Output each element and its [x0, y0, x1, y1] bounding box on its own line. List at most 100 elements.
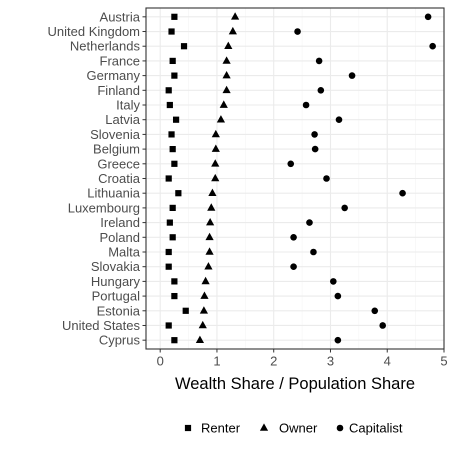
legend-owner-label: Owner — [279, 421, 318, 436]
capitalist-point — [371, 307, 379, 315]
owner-point — [211, 144, 220, 152]
y-tick-label: Cyprus — [99, 333, 141, 348]
capitalist-point — [323, 175, 330, 182]
renter-point — [168, 131, 175, 138]
renter-point — [165, 175, 172, 182]
x-tick-label: 3 — [327, 354, 334, 369]
y-tick-label: Estonia — [97, 303, 141, 318]
x-axis-title: Wealth Share / Population Share — [175, 375, 415, 393]
owner-point — [224, 41, 233, 50]
y-tick-label: Germany — [87, 68, 141, 83]
owner-point — [205, 247, 214, 255]
owner-point — [222, 56, 231, 64]
renter-point — [169, 57, 176, 65]
capitalist-point — [334, 292, 342, 300]
y-tick-label: Belgium — [93, 142, 140, 157]
y-tick-label: Malta — [108, 244, 141, 259]
y-tick-label: Hungary — [91, 274, 141, 289]
legend-renter-label: Renter — [201, 421, 241, 436]
y-tick-label: Ireland — [100, 215, 140, 230]
renter-point — [171, 72, 178, 79]
owner-point — [195, 335, 205, 343]
y-tick-label: Netherlands — [70, 39, 141, 54]
capitalist-point — [315, 57, 323, 65]
capitalist-point — [311, 145, 319, 153]
capitalist-point — [302, 101, 310, 109]
renter-point — [171, 337, 178, 344]
x-tick-label: 4 — [384, 354, 391, 369]
y-tick-label: United Kingdom — [48, 24, 141, 39]
owner-point — [219, 100, 228, 108]
renter-point — [165, 263, 172, 270]
capitalist-point — [429, 42, 436, 50]
y-tick-label: Greece — [97, 156, 140, 171]
y-tick-label: Luxembourg — [68, 200, 140, 215]
owner-point — [199, 306, 208, 314]
capitalist-point — [306, 219, 313, 226]
legend-capitalist-key — [336, 424, 344, 432]
renter-point — [169, 204, 176, 211]
renter-point — [169, 146, 176, 153]
y-tick-label: France — [100, 53, 140, 68]
owner-point — [228, 26, 237, 35]
capitalist-point — [290, 233, 297, 241]
capitalist-point — [335, 116, 343, 124]
capitalist-point — [334, 336, 342, 344]
y-tick-label: Poland — [100, 230, 140, 245]
y-tick-label: Slovenia — [90, 127, 141, 142]
x-tick-label: 1 — [213, 354, 220, 369]
renter-point — [172, 116, 180, 123]
owner-point — [208, 188, 217, 197]
owner-point — [207, 203, 216, 211]
owner-point — [211, 159, 220, 167]
renter-point — [166, 101, 173, 109]
capitalist-point — [399, 189, 406, 197]
renter-point — [168, 28, 175, 35]
y-tick-label: Portugal — [92, 289, 141, 304]
y-tick-label: Finland — [97, 83, 140, 98]
y-tick-label: Lithuania — [87, 186, 141, 201]
legend-owner-key — [259, 423, 269, 431]
owner-point — [222, 71, 231, 79]
capitalist-point — [348, 72, 356, 79]
capitalist-point — [294, 28, 301, 35]
owner-point — [211, 173, 220, 182]
owner-point — [201, 276, 210, 285]
capitalist-point — [330, 278, 337, 285]
x-tick-label: 0 — [157, 354, 164, 369]
renter-point — [171, 278, 178, 285]
capitalist-point — [379, 322, 386, 329]
y-tick-label: Croatia — [98, 171, 141, 186]
renter-point — [171, 160, 178, 167]
renter-point — [165, 322, 172, 329]
capitalist-point — [287, 160, 295, 168]
y-tick-label: Italy — [116, 98, 140, 113]
legend-renter-key — [184, 424, 192, 432]
y-tick-label: Slovakia — [91, 259, 141, 274]
capitalist-point — [310, 248, 317, 256]
owner-point — [205, 232, 214, 241]
owner-point — [222, 85, 231, 94]
capitalist-point — [341, 204, 348, 212]
owner-point — [211, 129, 220, 138]
capitalist-point — [290, 263, 297, 270]
owner-point — [198, 320, 207, 329]
x-tick-label: 2 — [270, 354, 277, 369]
owner-point — [206, 218, 215, 226]
owner-point — [200, 291, 209, 299]
y-tick-label: Austria — [100, 9, 141, 24]
renter-point — [165, 248, 172, 256]
owner-point — [216, 115, 226, 123]
renter-point — [175, 190, 182, 197]
renter-point — [171, 292, 178, 300]
y-tick-label: Latvia — [105, 112, 140, 127]
legend-capitalist-label: Capitalist — [349, 421, 403, 436]
data-points — [165, 12, 436, 344]
capitalist-point — [424, 13, 432, 21]
x-axis: 0 1 2 3 4 5 — [157, 349, 448, 369]
renter-point — [166, 219, 173, 226]
renter-point — [169, 234, 176, 241]
x-tick-label: 5 — [440, 354, 447, 369]
renter-point — [182, 307, 189, 314]
